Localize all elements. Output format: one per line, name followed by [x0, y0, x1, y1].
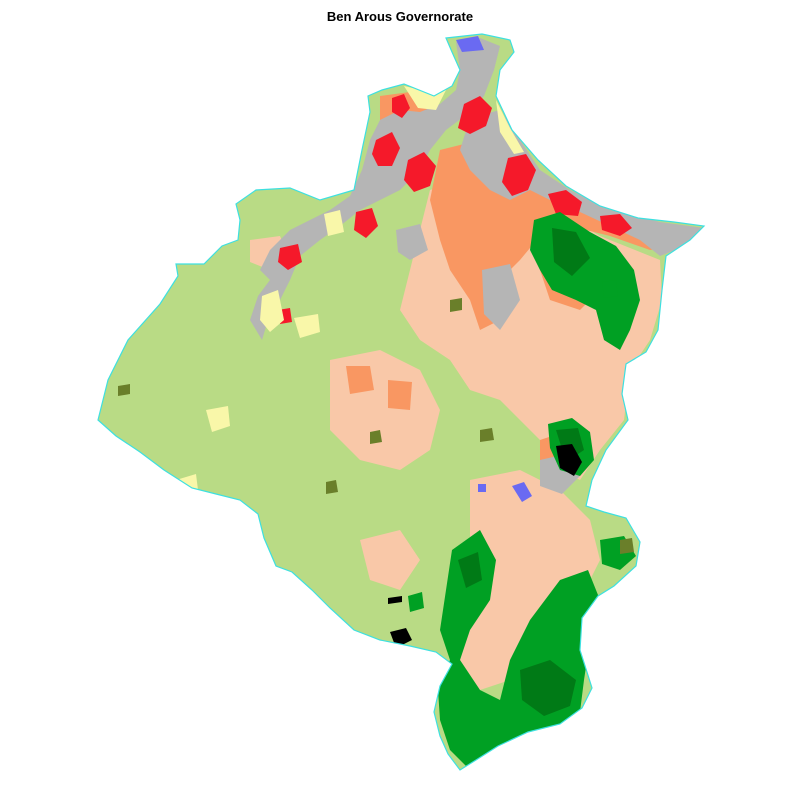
forest-dense-patch — [520, 660, 576, 716]
built-up-zone-coast — [460, 110, 704, 256]
shrubland-patch — [370, 430, 382, 444]
dark-patch — [388, 596, 402, 604]
urban-medium-patch — [346, 366, 374, 394]
forest-patch — [408, 592, 424, 612]
urban-low-zone-south — [460, 470, 600, 690]
urban-medium-patch — [388, 380, 412, 410]
shrubland-patch — [620, 538, 634, 554]
water-body-port — [456, 36, 484, 52]
sparse-vegetation-patch — [260, 290, 284, 332]
sparse-vegetation-patch — [294, 314, 320, 338]
urban-high-blob — [548, 190, 582, 216]
forest-dense-patch — [458, 552, 482, 588]
urban-high-blob — [354, 208, 378, 238]
coastline — [97, 33, 706, 771]
shrubland-patch — [326, 480, 338, 494]
sparse-vegetation-patch — [324, 210, 344, 236]
sparse-vegetation-coast — [496, 100, 524, 154]
dark-patch — [556, 444, 582, 476]
water-body — [478, 484, 486, 492]
built-up-patch — [396, 224, 428, 260]
sparse-vegetation-patch — [206, 406, 230, 432]
urban-low-patch — [360, 530, 420, 590]
urban-high-blob — [502, 154, 536, 196]
shrubland-patch — [480, 428, 494, 442]
urban-high-blob — [278, 244, 302, 270]
forest-patch — [602, 280, 618, 298]
built-up-zone-north — [250, 38, 500, 340]
shrubland-patch — [118, 384, 130, 396]
urban-high-blob — [458, 96, 492, 134]
urban-high-blob — [600, 214, 632, 236]
urban-high-blob — [372, 132, 400, 166]
forest-dense-patch — [552, 228, 590, 276]
built-up-patch — [482, 264, 520, 330]
water-body — [512, 482, 532, 502]
map-title: Ben Arous Governorate — [326, 9, 474, 24]
shrubland-patch — [450, 298, 462, 312]
urban-high-blob — [404, 152, 436, 192]
urban-high-blob — [392, 94, 410, 118]
